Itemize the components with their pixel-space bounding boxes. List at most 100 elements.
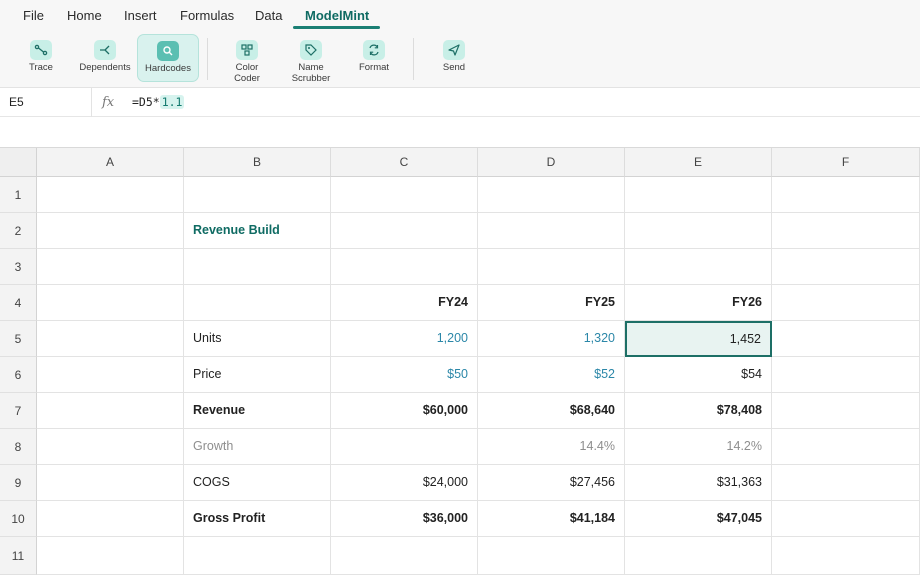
cell-a5[interactable] [37,321,184,357]
color-coder-button[interactable]: Color Coder [226,34,268,84]
row-header-3[interactable]: 3 [0,249,37,285]
cell-b8[interactable]: Growth [184,429,331,465]
cell-c1[interactable] [331,177,478,213]
cell-d3[interactable] [478,249,625,285]
dependents-button[interactable]: Dependents [76,34,134,82]
cell-c2[interactable] [331,213,478,249]
function-icon[interactable]: fx [102,95,115,110]
cell-b9[interactable]: COGS [184,465,331,501]
trace-button[interactable]: Trace [20,34,62,82]
column-header-f[interactable]: F [772,148,920,177]
cell-d8[interactable]: 14.4% [478,429,625,465]
name-scrubber-button[interactable]: Name Scrubber [288,34,334,84]
cell-d5[interactable]: 1,320 [478,321,625,357]
cell-e3[interactable] [625,249,772,285]
cell-a11[interactable] [37,537,184,575]
cell-f6[interactable] [772,357,920,393]
cell-e8[interactable]: 14.2% [625,429,772,465]
cell-b6[interactable]: Price [184,357,331,393]
cell-a7[interactable] [37,393,184,429]
row-header-2[interactable]: 2 [0,213,37,249]
spreadsheet-grid[interactable]: A B C D E F 1 2 Revenue Build 3 4 FY24 FY25 FY26 5 Unit… [0,147,920,575]
cell-b2[interactable]: Revenue Build [184,213,331,249]
row-header-1[interactable]: 1 [0,177,37,213]
cell-e7[interactable]: $78,408 [625,393,772,429]
cell-e9[interactable]: $31,363 [625,465,772,501]
cell-d9[interactable]: $27,456 [478,465,625,501]
cell-e2[interactable] [625,213,772,249]
cell-a2[interactable] [37,213,184,249]
cell-a1[interactable] [37,177,184,213]
cell-f11[interactable] [772,537,920,575]
menu-formulas[interactable]: Formulas [180,8,235,23]
row-header-4[interactable]: 4 [0,285,37,321]
cell-f9[interactable] [772,465,920,501]
cell-b3[interactable] [184,249,331,285]
cell-e10[interactable]: $47,045 [625,501,772,537]
cell-c9[interactable]: $24,000 [331,465,478,501]
cell-c11[interactable] [331,537,478,575]
cell-e4[interactable]: FY26 [625,285,772,321]
cell-b7[interactable]: Revenue [184,393,331,429]
cell-f4[interactable] [772,285,920,321]
cell-b11[interactable] [184,537,331,575]
cell-d10[interactable]: $41,184 [478,501,625,537]
menu-modelmint[interactable]: ModelMint [305,8,370,23]
menu-file[interactable]: File [23,8,44,23]
cell-a4[interactable] [37,285,184,321]
cell-a8[interactable] [37,429,184,465]
cell-d7[interactable]: $68,640 [478,393,625,429]
row-header-11[interactable]: 11 [0,537,37,575]
cell-f3[interactable] [772,249,920,285]
cell-c4[interactable]: FY24 [331,285,478,321]
column-header-b[interactable]: B [184,148,331,177]
row-header-7[interactable]: 7 [0,393,37,429]
cell-f5[interactable] [772,321,920,357]
row-header-9[interactable]: 9 [0,465,37,501]
cell-c10[interactable]: $36,000 [331,501,478,537]
cell-b5[interactable]: Units [184,321,331,357]
cell-d11[interactable] [478,537,625,575]
cell-a9[interactable] [37,465,184,501]
cell-e6[interactable]: $54 [625,357,772,393]
cell-d6[interactable]: $52 [478,357,625,393]
cell-a3[interactable] [37,249,184,285]
hardcodes-button[interactable]: Hardcodes [137,34,199,82]
formula-input[interactable]: =D5* 1.1 [132,94,185,111]
column-header-e[interactable]: E [625,148,772,177]
cell-f1[interactable] [772,177,920,213]
cell-c5[interactable]: 1,200 [331,321,478,357]
cell-f8[interactable] [772,429,920,465]
menu-insert[interactable]: Insert [124,8,157,23]
row-header-8[interactable]: 8 [0,429,37,465]
column-header-a[interactable]: A [37,148,184,177]
menu-home[interactable]: Home [67,8,102,23]
cell-e1[interactable] [625,177,772,213]
row-header-6[interactable]: 6 [0,357,37,393]
row-header-10[interactable]: 10 [0,501,37,537]
cell-f10[interactable] [772,501,920,537]
cell-c6[interactable]: $50 [331,357,478,393]
cell-c7[interactable]: $60,000 [331,393,478,429]
cell-d1[interactable] [478,177,625,213]
cell-e11[interactable] [625,537,772,575]
cell-b10[interactable]: Gross Profit [184,501,331,537]
name-box[interactable]: E5 [0,88,92,117]
cell-b4[interactable] [184,285,331,321]
row-header-5[interactable]: 5 [0,321,37,357]
cell-a6[interactable] [37,357,184,393]
column-header-d[interactable]: D [478,148,625,177]
cell-f7[interactable] [772,393,920,429]
menu-data[interactable]: Data [255,8,283,23]
cell-d4[interactable]: FY25 [478,285,625,321]
cell-a10[interactable] [37,501,184,537]
selected-cell-e5[interactable]: 1,452 [625,321,772,357]
select-all-corner[interactable] [0,148,37,177]
cell-c8[interactable] [331,429,478,465]
send-button[interactable]: Send [434,34,474,82]
cell-f2[interactable] [772,213,920,249]
cell-d2[interactable] [478,213,625,249]
format-button[interactable]: Format [352,34,396,82]
cell-c3[interactable] [331,249,478,285]
cell-b1[interactable] [184,177,331,213]
